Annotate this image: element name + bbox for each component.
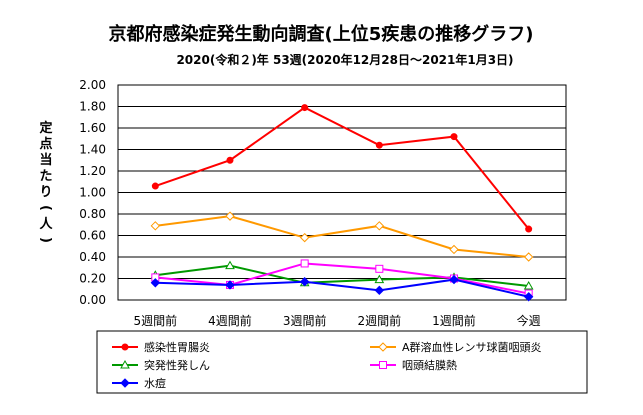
y-tick-label: 1.00 bbox=[79, 186, 106, 200]
x-tick-labels: 5週間前 4週間前 3週間前 2週間前 1週間前 今週 bbox=[134, 313, 541, 328]
legend-marker bbox=[120, 359, 130, 369]
data-point bbox=[449, 274, 459, 285]
y-tick-label: 1.60 bbox=[79, 121, 106, 135]
legend-item: A群溶血性レンサ球菌咽頭炎 bbox=[370, 340, 542, 354]
series-2 bbox=[150, 211, 534, 262]
x-tick-label: 4週間前 bbox=[208, 313, 252, 328]
y-axis-label-char: ) bbox=[38, 237, 53, 243]
series-line bbox=[155, 264, 529, 288]
legend-label: 水痘 bbox=[144, 376, 166, 390]
chart-subtitle: 2020(令和２)年 53週(2020年12月28日～2021年1月3日) bbox=[176, 52, 513, 67]
x-tick-label: 1週間前 bbox=[432, 313, 476, 328]
series-line bbox=[155, 278, 529, 298]
data-point bbox=[374, 274, 385, 284]
data-point bbox=[299, 277, 310, 287]
data-point bbox=[225, 260, 235, 270]
y-axis-label-char: た bbox=[39, 169, 52, 184]
legend-marker bbox=[378, 342, 388, 352]
data-point bbox=[375, 141, 383, 149]
x-tick-label: 5週間前 bbox=[134, 313, 178, 328]
data-point bbox=[301, 104, 309, 112]
data-point bbox=[225, 211, 235, 221]
x-tick-label: 2週間前 bbox=[358, 313, 402, 328]
series-group bbox=[150, 104, 534, 302]
data-point bbox=[226, 156, 234, 164]
chart-title: 京都府感染症発生動向調査(上位5疾患の推移グラフ) bbox=[109, 23, 534, 45]
y-axis-label-char: 当 bbox=[39, 152, 52, 168]
data-point bbox=[150, 278, 161, 288]
data-point bbox=[374, 221, 385, 231]
y-tick-label: 1.40 bbox=[79, 143, 106, 157]
legend-item: 感染性胃腸炎 bbox=[112, 340, 210, 354]
data-point bbox=[225, 280, 235, 290]
data-point bbox=[375, 264, 384, 273]
legend-box bbox=[96, 330, 588, 394]
data-point bbox=[523, 252, 534, 262]
grid-lines bbox=[118, 106, 566, 279]
data-point bbox=[300, 259, 309, 268]
legend-label: A群溶血性レンサ球菌咽頭炎 bbox=[402, 340, 542, 354]
y-tick-label: 0.40 bbox=[79, 250, 106, 264]
data-point bbox=[150, 221, 161, 231]
data-point bbox=[523, 292, 534, 302]
y-axis-label-char: 定 bbox=[38, 120, 52, 136]
data-point bbox=[450, 133, 458, 141]
legend-label: 感染性胃腸炎 bbox=[144, 340, 210, 354]
legend-marker bbox=[379, 361, 387, 369]
data-point bbox=[374, 285, 385, 296]
data-point bbox=[523, 281, 534, 290]
y-axis-label-char: 点 bbox=[39, 136, 52, 152]
data-point bbox=[151, 182, 159, 190]
y-tick-label: 1.20 bbox=[79, 164, 106, 178]
series-line bbox=[155, 106, 530, 230]
y-tick-label: 0.60 bbox=[79, 229, 106, 243]
data-point bbox=[449, 244, 459, 255]
legend-label: 咽頭結膜熱 bbox=[402, 358, 457, 372]
plot-area bbox=[117, 84, 567, 301]
series-1 bbox=[151, 104, 533, 233]
series-5 bbox=[150, 274, 534, 302]
x-tick-label: 3週間前 bbox=[283, 313, 327, 328]
legend-item: 咽頭結膜熱 bbox=[370, 358, 457, 372]
data-point bbox=[299, 232, 310, 243]
y-tick-label: 0.00 bbox=[79, 293, 106, 307]
data-point bbox=[525, 225, 533, 233]
y-axis-label-char: ( bbox=[38, 205, 53, 211]
legend-marker bbox=[121, 343, 129, 351]
y-tick-labels: 0.00 0.20 0.40 0.60 0.80 1.00 1.20 1.40 1.60 1.80… bbox=[79, 78, 106, 307]
series-line bbox=[155, 215, 529, 258]
legend-item: 突発性発しん bbox=[112, 358, 210, 372]
legend-label: 突発性発しん bbox=[144, 358, 210, 372]
x-tick-label: 今週 bbox=[517, 313, 541, 328]
y-tick-label: 0.20 bbox=[79, 272, 106, 286]
y-tick-label: 2.00 bbox=[79, 78, 106, 92]
legend-marker bbox=[120, 378, 130, 388]
y-axis-label-char: 人 bbox=[39, 216, 53, 232]
y-axis-label-char: り bbox=[39, 185, 52, 200]
y-tick-label: 1.80 bbox=[79, 100, 106, 114]
legend-item: 水痘 bbox=[112, 376, 166, 390]
y-tick-label: 0.80 bbox=[79, 207, 106, 221]
